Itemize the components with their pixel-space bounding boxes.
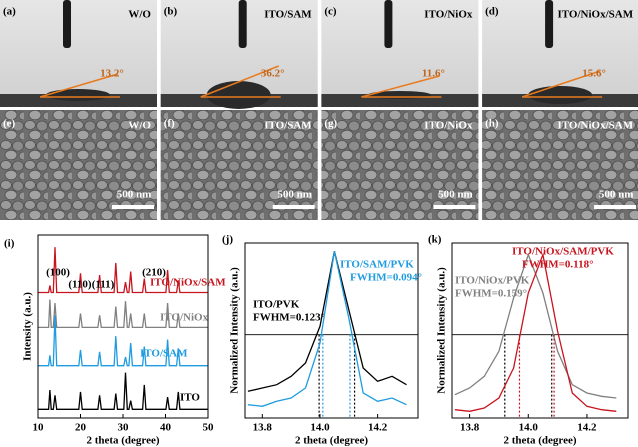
panel-tag: (e) — [3, 118, 16, 130]
sem-image — [321, 110, 479, 220]
panel-tag: (c) — [324, 6, 337, 18]
tangent — [361, 75, 440, 98]
panel-tag: (a) — [3, 6, 16, 18]
peak-annotation: (110) — [68, 279, 92, 291]
scale-label: 500 nm — [599, 189, 634, 201]
y-axis-label: Intensity (a.u.) — [22, 292, 34, 361]
panel-tag: (g) — [324, 118, 337, 130]
series-line — [454, 252, 617, 412]
series-label: ITO/NiOx/PVK — [455, 275, 530, 287]
peak-annotation: (111) — [92, 279, 115, 291]
sample-label: ITO/SAM — [264, 120, 312, 132]
x-tick-label: 40 — [160, 422, 172, 434]
x-axis-label: 2 theta (degree) — [295, 435, 368, 447]
panel-tag: (j) — [222, 234, 233, 246]
series-line — [38, 315, 208, 367]
sample-label: ITO/NiOx — [424, 9, 473, 21]
fwhm-label: FWHM=0.094° — [350, 272, 422, 284]
sem-image — [160, 110, 318, 220]
series-label: ITO — [180, 392, 200, 404]
plot-frame — [244, 242, 419, 419]
sample-label: ITO/NiOx — [424, 120, 473, 132]
series-line — [38, 372, 208, 410]
fwhm-label: FWHM=0.123° — [253, 312, 325, 324]
sample-label: ITO/NiOx/SAM — [558, 9, 634, 21]
needle — [63, 0, 71, 48]
series-line — [38, 299, 208, 329]
x-tick-label: 50 — [203, 422, 215, 434]
x-tick-label: 13.8 — [253, 422, 273, 434]
series-label: ITO/PVK — [253, 299, 300, 311]
x-tick-label: 14.2 — [368, 422, 388, 434]
x-tick-label: 14.0 — [519, 422, 539, 434]
scale-label: 500 nm — [438, 189, 473, 201]
x-axis-label: 2 theta (degree) — [503, 435, 576, 447]
contact-angle: 11.6° — [422, 68, 445, 80]
fwhm-label: FWHM=0.159° — [455, 288, 527, 300]
sample-label: W/O — [128, 9, 151, 21]
panel-tag: (f) — [164, 118, 175, 130]
contact-angle: 15.6° — [582, 68, 606, 80]
plot-frame — [37, 234, 209, 419]
tangent — [200, 65, 279, 98]
series-label: ITO/NiOx — [160, 312, 209, 324]
sample-label: ITO/SAM — [264, 9, 312, 21]
tangent — [39, 73, 119, 98]
sample-label: W/O — [128, 120, 151, 132]
droplet — [206, 81, 271, 109]
x-tick-label: 10 — [33, 422, 45, 434]
plot-frame — [451, 242, 629, 419]
panel-tag: (h) — [485, 118, 499, 130]
y-axis-label: Normalized Intensity (a.u.) — [436, 267, 448, 394]
x-tick-label: 30 — [118, 422, 130, 434]
needle — [384, 0, 393, 48]
peak-annotation: (100) — [46, 267, 70, 279]
scale-bar — [272, 205, 315, 209]
needle — [238, 0, 247, 48]
panel-tag: (k) — [428, 234, 442, 246]
sem-image — [0, 110, 157, 220]
series-line — [247, 251, 407, 407]
series-label: ITO/SAM — [140, 348, 188, 360]
series-line — [38, 247, 208, 294]
scale-label: 500 nm — [117, 189, 152, 201]
droplet — [46, 89, 110, 101]
sem-image — [482, 110, 638, 220]
series-label: ITO/SAM/PVK — [340, 259, 414, 271]
x-tick-label: 20 — [75, 422, 87, 434]
series-line — [247, 251, 407, 392]
y-axis-label: Normalized Intensity (a.u.) — [229, 267, 241, 394]
droplet — [528, 86, 593, 104]
panel-tag: (b) — [164, 6, 178, 18]
series-label: ITO/NiOx/SAM — [150, 277, 226, 289]
needle — [545, 0, 554, 48]
panel-tag: (i) — [4, 238, 15, 250]
fwhm-label: FWHM=0.118° — [522, 259, 593, 271]
x-tick-label: 14.0 — [310, 422, 330, 434]
x-axis-label: 2 theta (degree) — [86, 435, 159, 447]
photo — [321, 0, 479, 107]
x-tick-label: 14.2 — [577, 422, 597, 434]
panel-tag: (d) — [485, 6, 499, 18]
contact-angle: 13.2° — [100, 68, 124, 80]
tangent — [521, 70, 601, 98]
scale-bar — [433, 205, 476, 209]
peak-annotation: (210) — [142, 267, 166, 279]
scale-bar — [112, 205, 154, 209]
x-tick-label: 13.8 — [460, 422, 480, 434]
series-label: ITO/NiOx/SAM/PVK — [512, 246, 614, 258]
sample-label: ITO/NiOx/SAM — [558, 120, 634, 132]
scale-label: 500 nm — [277, 189, 312, 201]
contact-angle: 36.2° — [261, 68, 285, 80]
scale-bar — [594, 205, 637, 209]
